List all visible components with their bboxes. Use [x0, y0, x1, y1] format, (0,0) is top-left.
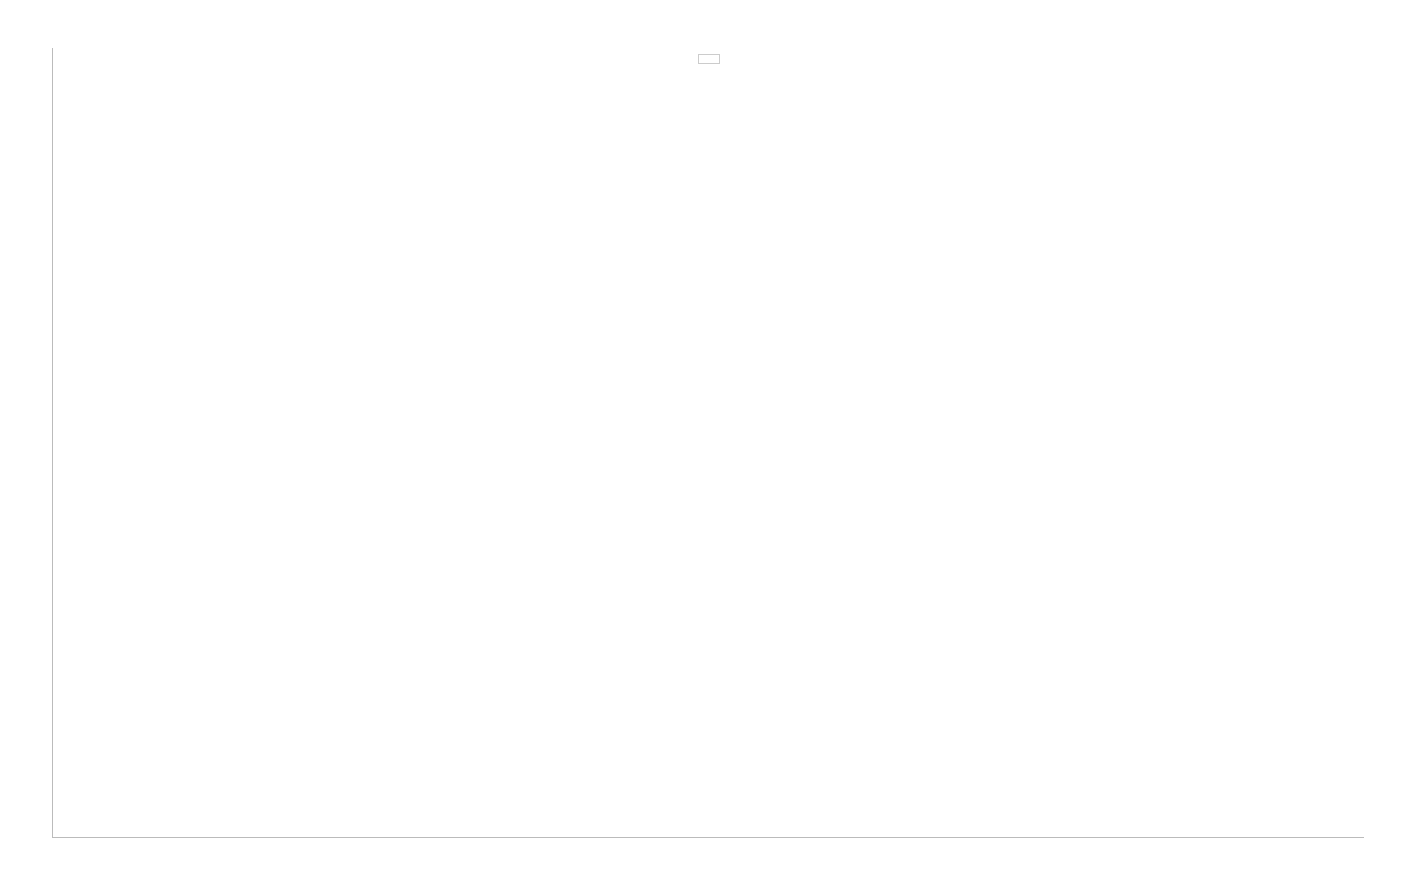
plot-area: [52, 48, 1364, 838]
scatter-svg: [53, 48, 1364, 837]
stats-legend-box: [698, 54, 720, 64]
